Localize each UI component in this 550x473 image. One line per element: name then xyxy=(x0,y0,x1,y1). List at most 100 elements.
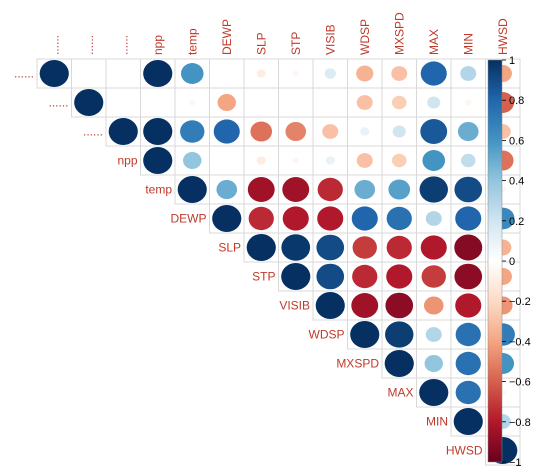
corr-circle-1-4 xyxy=(188,99,196,106)
colorbar-tick-label: −0.2 xyxy=(509,296,531,308)
corr-circle-7-9 xyxy=(352,264,378,289)
colorbar-tick-label: −0.6 xyxy=(509,377,531,389)
grid xyxy=(36,58,521,466)
corr-circle-3-10 xyxy=(391,153,407,168)
corr-circle-5-10 xyxy=(386,206,412,231)
colorbar-tick-label: −0.4 xyxy=(509,336,531,348)
corr-circle-5-11 xyxy=(425,211,442,226)
corr-circle-2-9 xyxy=(360,127,370,136)
corr-circle-6-9 xyxy=(352,236,377,259)
corr-circle-2-12 xyxy=(457,121,479,142)
grid-cell xyxy=(105,87,141,118)
row-label: VISIB xyxy=(279,299,310,313)
corr-circle-6-7 xyxy=(281,234,311,261)
corr-circle-2-2 xyxy=(108,118,138,145)
corr-circle-12-12 xyxy=(453,408,483,435)
row-label: npp xyxy=(117,154,137,168)
corr-circle-7-7 xyxy=(281,263,311,290)
corr-circle-11-12 xyxy=(455,380,481,405)
colorbar-tick-label: 0.8 xyxy=(509,95,524,107)
corr-circle-6-11 xyxy=(420,235,447,260)
corr-circle-5-6 xyxy=(248,206,274,231)
corr-circle-7-12 xyxy=(454,263,483,290)
corr-circle-3-6 xyxy=(256,156,266,165)
corr-circle-1-1 xyxy=(74,89,104,116)
corr-circle-3-12 xyxy=(460,153,476,168)
row-label: MXSPD xyxy=(336,357,379,371)
row-label: ...... xyxy=(48,96,68,110)
colorbar-tick-label: 0.6 xyxy=(509,135,524,147)
corr-circle-4-4 xyxy=(177,176,207,203)
corr-circle-0-3 xyxy=(143,60,173,87)
column-label: ...... xyxy=(116,35,130,55)
corr-circle-3-3 xyxy=(143,147,173,174)
row-label: HWSD xyxy=(446,444,483,458)
corr-circle-9-9 xyxy=(350,321,380,348)
colorbar-tick-label: 0.4 xyxy=(509,176,524,188)
corr-circle-5-9 xyxy=(351,206,378,231)
corr-circle-1-11 xyxy=(427,96,441,109)
column-label: ...... xyxy=(47,35,61,55)
row-label: WDSP xyxy=(309,328,345,342)
corr-circle-9-10 xyxy=(385,321,414,348)
colorbar-tick-label: 0 xyxy=(509,256,515,268)
corr-circle-4-11 xyxy=(419,176,448,203)
row-label: ...... xyxy=(83,125,103,139)
corr-circle-6-6 xyxy=(246,234,276,261)
corr-circle-5-7 xyxy=(282,206,309,231)
row-label: DEWP xyxy=(171,212,207,226)
row-label: SLP xyxy=(218,241,241,255)
variable-labels: .................. npp temp DEWP SLP STP VISIB… xyxy=(14,12,510,458)
grid-cell xyxy=(71,58,107,89)
grid-cell xyxy=(105,58,141,89)
column-label: WDSP xyxy=(358,19,372,55)
corr-circle-9-12 xyxy=(455,322,481,347)
row-label: MIN xyxy=(426,415,448,429)
corr-circle-4-9 xyxy=(354,179,376,200)
corr-circle-7-11 xyxy=(421,265,446,288)
row-label: temp xyxy=(145,183,172,197)
corr-circle-10-11 xyxy=(424,354,443,373)
corr-circle-5-5 xyxy=(212,205,242,232)
column-label: temp xyxy=(185,28,199,55)
corr-circle-0-0 xyxy=(39,60,69,87)
colorbar-gradient xyxy=(487,59,503,463)
grid-cell xyxy=(278,87,314,118)
corr-circle-0-9 xyxy=(356,65,374,82)
corr-circle-8-12 xyxy=(455,293,482,318)
corr-circle-2-4 xyxy=(180,120,205,143)
corr-circle-2-10 xyxy=(392,125,406,138)
grid-cell xyxy=(312,87,348,118)
corr-circle-0-8 xyxy=(324,68,336,79)
column-label: MAX xyxy=(427,29,441,55)
corr-circle-7-10 xyxy=(386,264,413,289)
grid-cell xyxy=(485,435,521,466)
corr-circle-4-10 xyxy=(388,179,411,200)
colorbar-tick-label: −0.8 xyxy=(509,417,531,429)
grid-cell xyxy=(243,87,279,118)
corr-circle-2-5 xyxy=(213,119,240,144)
column-label: DEWP xyxy=(220,19,234,55)
correlation-circles xyxy=(39,60,518,464)
row-label: STP xyxy=(252,270,275,284)
corr-circle-5-12 xyxy=(455,206,482,231)
corr-circle-2-6 xyxy=(250,121,273,142)
corr-circle-6-12 xyxy=(454,234,483,261)
column-label: ...... xyxy=(82,35,96,55)
colorbar-tick-label: 0.2 xyxy=(509,216,524,228)
row-label: MAX xyxy=(387,386,413,400)
colorbar-tick-label: 1 xyxy=(509,55,515,67)
corr-circle-2-11 xyxy=(420,119,448,144)
column-label: MIN xyxy=(461,33,475,55)
corr-circle-6-8 xyxy=(316,234,345,261)
column-label: MXSPD xyxy=(392,12,406,55)
corr-circle-4-8 xyxy=(317,177,343,202)
colorbar: 1 0.8 0.6 0.4 0.2 0 −0.2 −0.4 −0.6 −0.8 −1 xyxy=(487,55,531,469)
corr-circle-4-12 xyxy=(454,176,483,203)
corr-circle-0-12 xyxy=(460,66,477,81)
corr-circle-3-11 xyxy=(422,150,446,171)
column-label: HWSD xyxy=(496,18,510,55)
corr-circle-0-4 xyxy=(180,63,204,84)
corr-circle-5-8 xyxy=(317,206,344,231)
